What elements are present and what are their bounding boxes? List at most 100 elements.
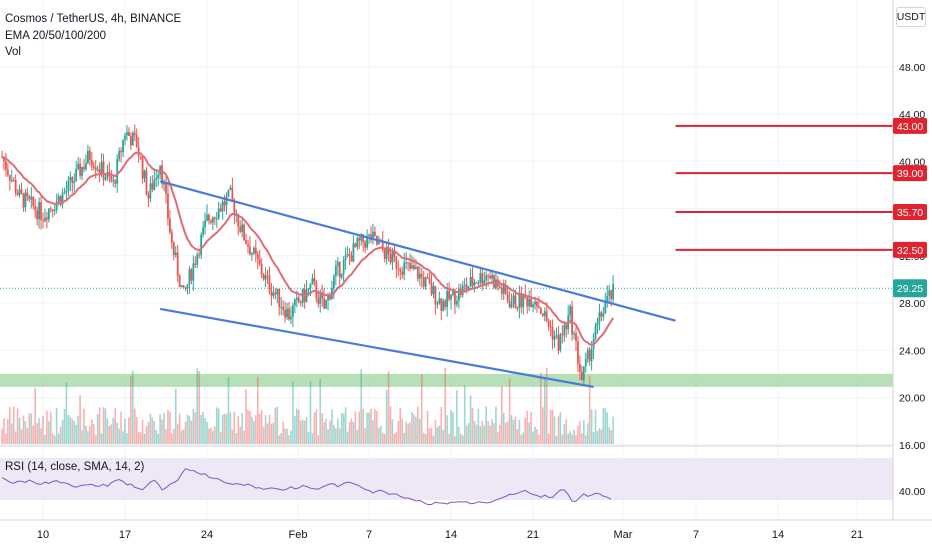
candle-body: [504, 284, 507, 294]
candle-body: [403, 262, 406, 275]
volume-bar: [55, 408, 58, 444]
candle-body: [381, 241, 384, 250]
candle-body: [137, 147, 140, 157]
channel-lower-trendline[interactable]: [159, 307, 594, 388]
volume-bar: [34, 387, 36, 444]
volume-bar: [545, 367, 548, 444]
candle-body: [463, 284, 466, 286]
candle-body: [450, 294, 452, 300]
volume-bar: [174, 388, 177, 444]
volume-bar: [264, 415, 267, 444]
volume-bar: [239, 426, 241, 444]
volume-bar: [309, 381, 312, 444]
candle-body: [543, 311, 546, 317]
volume-bar: [321, 412, 323, 444]
volume-bar: [561, 434, 564, 444]
volume-bar: [612, 416, 614, 444]
candle-body: [96, 169, 99, 171]
volume-bar: [329, 420, 331, 444]
volume-bar: [141, 420, 144, 444]
y-tick-label: 20.00: [899, 393, 925, 405]
volume-bar: [272, 422, 275, 444]
volume-bar: [5, 433, 7, 444]
candle-body: [506, 293, 509, 301]
candle-body: [444, 300, 447, 308]
volume-bar: [139, 432, 142, 444]
candle-body: [571, 306, 573, 335]
candle-body: [299, 302, 302, 304]
volume-bar: [194, 412, 197, 444]
candle-body: [256, 253, 259, 260]
candle-body: [333, 276, 335, 289]
candle-body: [174, 252, 177, 256]
volume-bar: [417, 406, 419, 444]
volume-bar: [504, 422, 507, 444]
volume-bar: [366, 412, 368, 444]
candle-body: [352, 243, 355, 262]
candle-body: [47, 208, 50, 220]
volume-bar: [268, 414, 271, 444]
volume-bar: [124, 418, 126, 444]
volume-bar: [176, 424, 179, 444]
x-tick-label: 7: [693, 529, 699, 541]
target-price-label: 32.50: [897, 245, 923, 257]
x-tick-label: 14: [445, 529, 457, 541]
volume-bar: [53, 435, 56, 444]
candle-body: [239, 226, 242, 232]
volume-bar: [469, 395, 472, 444]
rsi-indicator-label[interactable]: RSI (14, close, SMA, 14, 2): [5, 461, 145, 473]
candle-body: [374, 231, 376, 236]
candle-body: [231, 187, 234, 200]
candle-body: [249, 246, 251, 255]
volume-bar: [374, 409, 376, 444]
volume-bar: [251, 416, 253, 444]
candle-body: [194, 263, 197, 265]
candle-body: [479, 273, 482, 283]
candle-body: [329, 294, 331, 300]
volume-bar: [10, 423, 13, 444]
candle-body: [87, 150, 89, 164]
volume-bar: [274, 407, 277, 444]
volume-bar: [110, 424, 113, 444]
candle-body: [295, 297, 298, 300]
volume-indicator-label[interactable]: Vol: [5, 46, 21, 58]
volume-bar: [46, 410, 48, 444]
candle-body: [262, 274, 265, 280]
candle-body: [395, 256, 398, 269]
volume-bar: [420, 373, 423, 444]
candle-body: [456, 300, 458, 305]
symbol-title[interactable]: Cosmos / TetherUS, 4h, BINANCE: [5, 13, 182, 25]
volume-bar: [196, 368, 199, 444]
candle-body: [30, 196, 33, 200]
candle-body: [422, 277, 425, 287]
candle-body: [98, 169, 101, 173]
volume-bar: [227, 376, 230, 444]
volume-bar: [532, 431, 534, 444]
candle-body: [354, 243, 357, 248]
candle-body: [493, 275, 495, 288]
volume-bar: [249, 411, 251, 444]
volume-bar: [403, 432, 405, 444]
candle-body: [397, 268, 400, 270]
volume-bar: [137, 431, 140, 444]
volume-bar: [256, 376, 259, 444]
candle-body: [270, 291, 273, 296]
candle-body: [485, 275, 488, 281]
channel-upper-trendline[interactable]: [159, 180, 676, 322]
volume-bar: [245, 389, 247, 444]
volume-bar: [98, 407, 101, 444]
ema-indicator-label[interactable]: EMA 20/50/100/200: [5, 30, 107, 42]
x-tick-label: Mar: [614, 529, 633, 541]
candle-body: [305, 289, 308, 302]
volume-bar: [32, 425, 35, 444]
x-tick-label: 10: [37, 529, 49, 541]
candle-body: [307, 288, 310, 290]
currency-button[interactable]: USDT: [896, 7, 926, 27]
candle-body: [65, 190, 68, 193]
candle-body: [565, 324, 568, 330]
candle-body: [83, 166, 85, 170]
candle-body: [346, 254, 349, 256]
candle-body: [362, 234, 365, 243]
candle-body: [122, 139, 124, 153]
